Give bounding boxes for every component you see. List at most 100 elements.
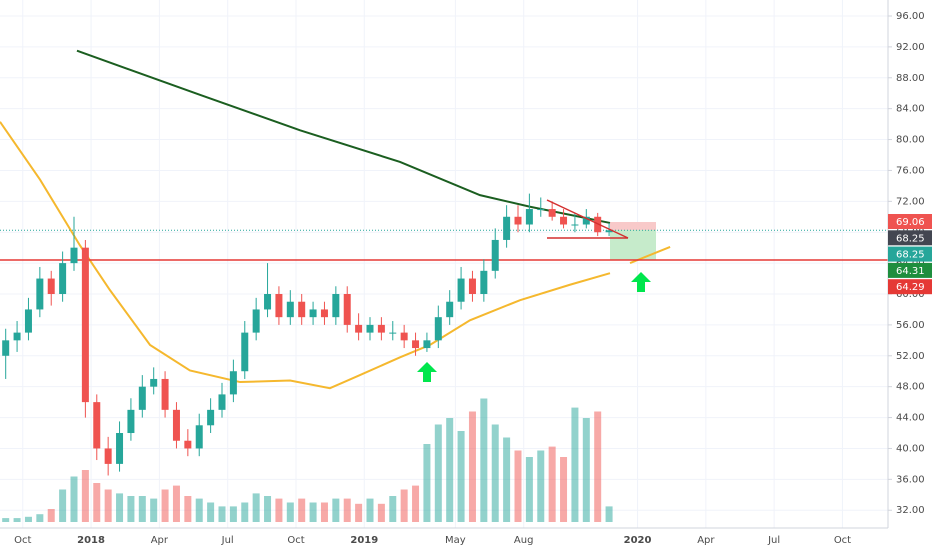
y-tick-label: 76.00 bbox=[896, 165, 925, 176]
y-tick-label: 40.00 bbox=[896, 443, 925, 454]
volume-bar bbox=[366, 498, 374, 522]
volume-bar bbox=[605, 506, 613, 522]
candle-body bbox=[525, 209, 533, 225]
y-tick-label: 96.00 bbox=[896, 11, 925, 22]
candle-body bbox=[343, 294, 351, 325]
price-label: 68.25 bbox=[896, 233, 925, 244]
volume-bar bbox=[218, 506, 226, 522]
volume-bar bbox=[150, 498, 158, 522]
volume-bar bbox=[229, 506, 237, 522]
candle-body bbox=[275, 294, 283, 318]
volume-bar bbox=[503, 437, 511, 522]
volume-bar bbox=[423, 444, 431, 522]
volume-bar bbox=[93, 483, 101, 522]
price-label: 68.25 bbox=[896, 250, 925, 261]
volume-bar bbox=[195, 498, 203, 522]
volume-bar bbox=[207, 502, 215, 522]
volume-bar bbox=[252, 493, 260, 522]
volume-bar bbox=[24, 516, 32, 522]
candle-body bbox=[104, 448, 112, 464]
volume-bar bbox=[571, 407, 579, 522]
price-label-box bbox=[888, 230, 932, 246]
candle-body bbox=[161, 378, 169, 410]
candle-body bbox=[446, 301, 454, 318]
x-tick-label: Jul bbox=[221, 535, 234, 546]
candle-body bbox=[605, 230, 613, 233]
candle-body bbox=[13, 332, 21, 341]
candle-body bbox=[480, 270, 488, 295]
y-tick-label: 32.00 bbox=[896, 505, 925, 516]
candle-body bbox=[184, 440, 192, 449]
grid bbox=[0, 0, 888, 528]
volume-bar bbox=[298, 498, 306, 522]
volume-bar bbox=[172, 485, 180, 522]
volume-bar bbox=[343, 498, 351, 522]
moving-average bbox=[76, 49, 611, 224]
candle-body bbox=[366, 324, 374, 333]
x-tick-label: Apr bbox=[151, 535, 169, 546]
candle-body bbox=[389, 332, 397, 334]
candle-body bbox=[423, 340, 431, 349]
candle-body bbox=[298, 301, 306, 318]
x-tick-label: 2018 bbox=[77, 535, 105, 546]
candle-body bbox=[400, 332, 408, 341]
y-tick-label: 92.00 bbox=[896, 42, 925, 53]
candle-body bbox=[116, 433, 124, 464]
candle-body bbox=[548, 209, 556, 217]
candle-body bbox=[355, 324, 363, 333]
price-label: 64.29 bbox=[896, 282, 925, 293]
candle-body bbox=[309, 309, 317, 318]
candle-body bbox=[241, 332, 249, 372]
candle-body bbox=[70, 247, 78, 264]
volume-bar bbox=[412, 485, 420, 522]
candle-body bbox=[434, 317, 442, 341]
x-tick-label: Apr bbox=[697, 535, 715, 546]
price-label-box bbox=[888, 246, 932, 262]
candle-body bbox=[491, 239, 499, 271]
candle-body bbox=[503, 216, 511, 240]
candle-body bbox=[332, 294, 340, 318]
y-tick-label: 56.00 bbox=[896, 320, 925, 331]
candle-body bbox=[457, 278, 465, 302]
axes: 32.00 36.00 40.00 44.00 48.00 52.00 56.00 60.00… bbox=[14, 11, 925, 546]
candle-body bbox=[59, 263, 67, 295]
volume-bar bbox=[525, 457, 533, 522]
y-tick-label: 80.00 bbox=[896, 135, 925, 146]
volume-bar bbox=[70, 476, 78, 522]
price-label: 69.06 bbox=[896, 217, 925, 228]
candle-body bbox=[218, 394, 226, 410]
price-labels: 69.06 68.25 68.25 64.31 64.29 bbox=[888, 214, 932, 295]
candle-body bbox=[264, 294, 272, 310]
candle-body bbox=[138, 386, 146, 410]
candle-body bbox=[412, 340, 420, 349]
volume-bar bbox=[13, 518, 21, 522]
volume-bar bbox=[514, 450, 522, 522]
candle-body bbox=[560, 216, 568, 225]
candle-body bbox=[24, 309, 32, 333]
volume-bar bbox=[594, 411, 602, 522]
x-tick-label: Aug bbox=[514, 535, 534, 546]
volume-bar bbox=[116, 493, 124, 522]
volume-pane bbox=[2, 398, 613, 522]
volume-bar bbox=[127, 496, 135, 522]
volume-bar bbox=[560, 457, 568, 522]
volume-bar bbox=[36, 514, 44, 522]
volume-bar bbox=[491, 424, 499, 522]
price-label-box bbox=[888, 262, 932, 278]
volume-bar bbox=[81, 470, 89, 522]
volume-bar bbox=[480, 398, 488, 522]
volume-bar bbox=[582, 418, 590, 522]
volume-bar bbox=[332, 498, 340, 522]
volume-bar bbox=[47, 509, 55, 522]
volume-bar bbox=[457, 431, 465, 522]
stop-zone bbox=[610, 222, 656, 230]
volume-bar bbox=[184, 496, 192, 522]
volume-bar bbox=[355, 503, 363, 522]
x-tick-label: May bbox=[445, 535, 466, 546]
trend-line bbox=[546, 199, 629, 239]
x-tick-label: Oct bbox=[834, 535, 851, 546]
candle-body bbox=[47, 278, 55, 295]
volume-bar bbox=[377, 503, 385, 522]
